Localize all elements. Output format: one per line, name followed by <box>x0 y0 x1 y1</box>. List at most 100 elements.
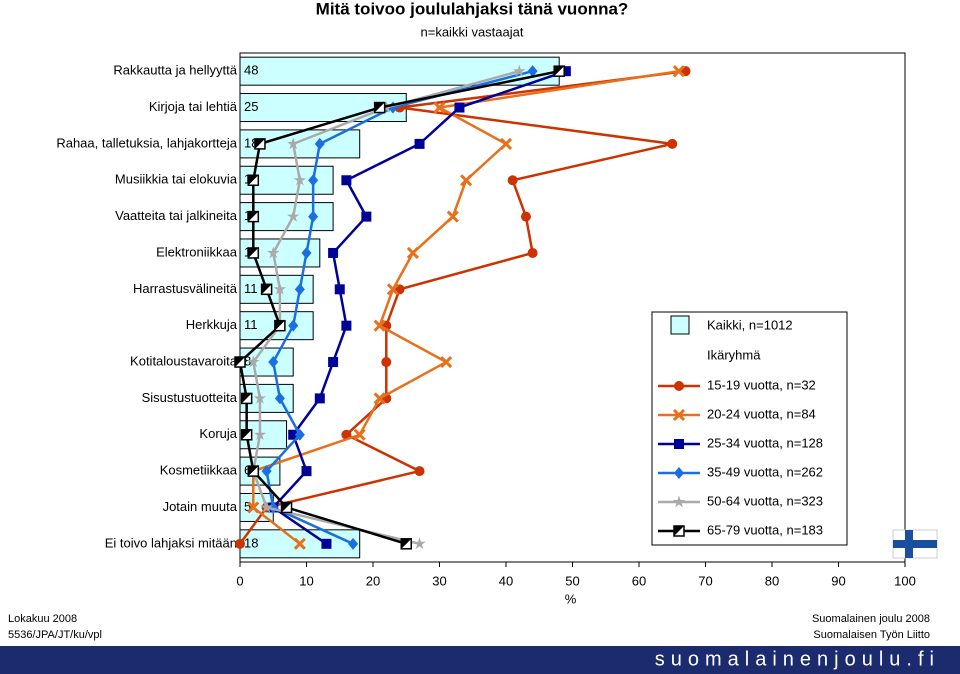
marker <box>560 66 571 77</box>
category-label: Rahaa, talletuksia, lahjakortteja <box>56 135 237 150</box>
legend-swatch <box>670 315 690 335</box>
marker <box>260 501 273 513</box>
footer-text: Suomalaisen Työn Liitto <box>813 629 930 641</box>
marker <box>294 428 305 441</box>
legend-label: 25-34 vuotta, n=128 <box>707 435 823 450</box>
marker <box>294 283 305 296</box>
marker <box>273 282 287 295</box>
footer-text: Suomalainen joulu 2008 <box>812 613 930 625</box>
marker <box>386 283 400 296</box>
x-tick-label: 50 <box>565 573 579 588</box>
marker-part <box>241 429 252 440</box>
marker-part <box>248 247 259 258</box>
marker <box>267 246 280 259</box>
marker-part <box>254 138 265 149</box>
marker <box>314 137 325 150</box>
legend-label: 15-19 vuotta, n=32 <box>707 377 816 392</box>
marker <box>446 210 459 223</box>
marker <box>353 428 366 441</box>
bar-label: 11 <box>244 317 258 332</box>
chart-title: Mitä toivoo joululahjaksi tänä vuonna? <box>316 0 629 18</box>
category-label: Harrastusvälineitä <box>133 281 238 296</box>
series-line <box>238 69 560 546</box>
category-label: Vaatteita tai jalkineita <box>115 208 238 223</box>
marker <box>520 211 531 222</box>
legend-label: 20-24 vuotta, n=84 <box>707 406 816 421</box>
bar-label: 8 <box>244 353 251 368</box>
legend-label: 50-64 vuotta, n=323 <box>707 493 823 508</box>
marker <box>406 246 419 260</box>
x-tick-label: 60 <box>632 573 646 588</box>
marker <box>247 465 260 477</box>
marker <box>674 467 684 479</box>
bar-label: 18 <box>244 535 258 550</box>
marker-part <box>274 320 285 331</box>
marker <box>513 64 526 77</box>
marker <box>247 501 260 514</box>
category-label: Rakkautta ja hellyyttä <box>113 63 237 78</box>
x-tick-label: 20 <box>366 573 380 588</box>
marker <box>328 357 339 368</box>
marker <box>440 355 453 369</box>
marker-part <box>248 175 259 186</box>
series-line <box>238 69 686 545</box>
marker <box>667 138 678 149</box>
marker <box>247 210 260 223</box>
x-tick-label: 90 <box>831 573 845 588</box>
bar-label: 25 <box>244 99 258 114</box>
category-label: Kotitaloustavaroita <box>130 353 238 368</box>
category-label: Elektroniikkaa <box>156 244 238 259</box>
marker-part <box>241 393 252 404</box>
marker <box>361 211 372 222</box>
legend-title: Ikäryhmä <box>707 347 761 362</box>
marker-part <box>248 211 259 222</box>
legend-label: 35-49 vuotta, n=262 <box>707 464 823 479</box>
marker <box>381 357 392 368</box>
marker <box>348 537 359 550</box>
marker <box>400 538 412 550</box>
marker <box>433 101 446 114</box>
marker <box>280 501 293 514</box>
marker-part <box>281 502 292 513</box>
marker <box>314 393 325 404</box>
category-label: Kosmetiikkaa <box>160 463 238 478</box>
marker <box>274 319 286 332</box>
bar <box>239 456 281 486</box>
marker <box>293 537 306 550</box>
marker-part <box>261 284 272 295</box>
marker <box>308 174 319 187</box>
marker <box>553 65 565 77</box>
legend-label: 65-79 vuotta, n=183 <box>707 522 823 537</box>
footer-text: Lokakuu 2008 <box>8 613 77 625</box>
legend-label: Kaikki, n=1012 <box>707 317 793 332</box>
site-url: suomalainenjoulu.fi <box>655 648 940 670</box>
marker <box>673 525 685 537</box>
marker <box>672 408 686 422</box>
x-tick-label: 70 <box>698 573 712 588</box>
series-line <box>251 69 520 546</box>
marker <box>321 538 332 549</box>
marker <box>373 101 386 114</box>
marker <box>247 174 260 186</box>
marker-part <box>374 102 385 113</box>
marker <box>328 247 339 258</box>
x-tick-label: 40 <box>499 573 513 588</box>
bar-label: 5 <box>244 499 251 514</box>
marker <box>373 319 386 332</box>
series-line <box>265 69 533 545</box>
marker <box>253 391 267 404</box>
bar-label: 11 <box>244 281 258 296</box>
marker <box>499 137 513 150</box>
marker <box>247 355 260 368</box>
legend-box <box>651 311 848 546</box>
marker-part <box>554 66 565 77</box>
marker <box>234 356 246 368</box>
marker-part <box>674 526 684 536</box>
category-label: Ei toivo lahjaksi mitään <box>105 535 237 550</box>
bar-label: 48 <box>244 63 258 78</box>
marker <box>507 175 518 186</box>
marker <box>253 428 267 440</box>
flag <box>892 529 938 559</box>
marker <box>308 210 319 223</box>
